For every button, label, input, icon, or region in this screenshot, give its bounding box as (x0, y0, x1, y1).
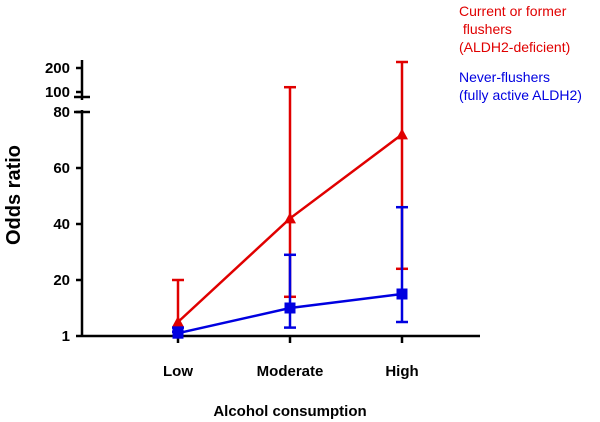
legend-entry-line: Current or former (459, 3, 567, 19)
legend: Current or former flushers (ALDH2-deficie… (459, 3, 582, 103)
y-tick-label: 60 (53, 160, 70, 177)
legend-entry-line: flushers (459, 21, 512, 37)
y-tick-label: 40 (53, 216, 70, 233)
data-point-triangle (284, 212, 296, 224)
legend-entry-line: Never-flushers (459, 69, 550, 85)
y-axis-title: Odds ratio (3, 145, 25, 245)
data-point-square (396, 288, 408, 300)
x-axis-title: Alcohol consumption (213, 403, 366, 420)
y-tick-label: 80 (53, 104, 70, 121)
data-point-square (172, 327, 184, 339)
data-point-triangle (396, 128, 408, 140)
y-tick-group: 1 20 40 60 80 100 200 (45, 60, 82, 345)
x-tick-label: High (385, 363, 418, 380)
y-tick-label: 1 (62, 328, 70, 345)
series-2 (172, 205, 408, 339)
series-layer (172, 60, 408, 339)
data-point-square (284, 302, 296, 314)
legend-entry-line: (fully active ALDH2) (459, 87, 582, 103)
y-tick-label: 20 (53, 272, 70, 289)
data-point-triangle (172, 316, 184, 327)
x-tick-label: Low (163, 363, 193, 380)
x-tick-group: Low Moderate High (163, 336, 419, 380)
y-tick-label: 200 (45, 60, 70, 77)
x-tick-label: Moderate (257, 363, 324, 380)
y-tick-label: 100 (45, 84, 70, 101)
legend-entry-line: (ALDH2-deficient) (459, 39, 570, 55)
